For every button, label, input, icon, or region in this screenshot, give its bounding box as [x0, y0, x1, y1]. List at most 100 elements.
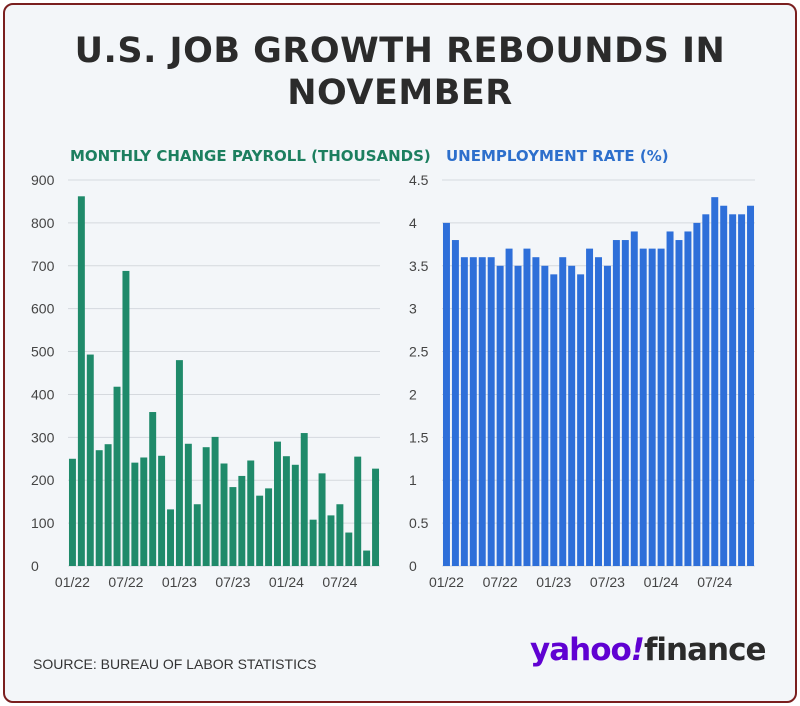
unemployment-bar-10/23: [630, 231, 638, 566]
unemployment-bar-05/22: [478, 257, 486, 566]
unemployment-bar-10/22: [523, 248, 531, 566]
logo-finance: finance: [643, 632, 767, 668]
payroll-bar-11/23: [265, 488, 273, 566]
payroll-bar-02/24: [291, 464, 299, 566]
unemployment-x-tick-label: 01/24: [644, 574, 679, 590]
unemployment-x-tick-label: 07/24: [697, 574, 732, 590]
payroll-y-tick-label: 800: [31, 215, 55, 231]
payroll-bar-05/24: [318, 473, 326, 566]
unemployment-bar-05/23: [586, 248, 594, 566]
payroll-bar-06/22: [113, 386, 121, 566]
payroll-bar-06/24: [327, 515, 335, 566]
payroll-bar-10/24: [363, 550, 371, 566]
payroll-bar-07/22: [122, 270, 130, 566]
payroll-bar-09/23: [247, 460, 255, 566]
payroll-bar-12/23: [274, 441, 281, 566]
payroll-bar-03/24: [300, 433, 308, 566]
payroll-bar-08/23: [238, 475, 246, 566]
unemployment-bar-10/24: [738, 214, 746, 567]
unemployment-y-tick-label: 2.5: [409, 344, 429, 360]
payroll-y-tick-label: 900: [31, 172, 55, 188]
unemployment-bar-07/22: [496, 265, 504, 566]
payroll-bar-06/23: [220, 463, 228, 566]
unemployment-x-tick-label: 01/22: [429, 574, 464, 590]
payroll-bar-10/22: [149, 412, 157, 566]
payroll-bar-04/23: [202, 447, 210, 566]
unemployment-y-tick-label: 1.5: [409, 429, 429, 445]
unemployment-bar-03/24: [675, 240, 683, 567]
unemployment-y-tick-label: 0.5: [409, 515, 429, 531]
card-frame: [3, 3, 797, 703]
unemployment-bar-06/23: [595, 257, 602, 566]
payroll-y-tick-label: 500: [31, 344, 55, 360]
payroll-y-tick-label: 600: [31, 301, 55, 317]
unemployment-chart-title: UNEMPLOYMENT RATE (%): [446, 147, 669, 165]
unemployment-bar-08/24: [720, 205, 728, 566]
payroll-bar-05/22: [104, 444, 112, 566]
unemployment-bar-08/22: [505, 248, 513, 566]
unemployment-bar-05/24: [693, 222, 701, 566]
unemployment-bar-03/22: [460, 257, 468, 566]
payroll-bar-02/23: [184, 443, 192, 566]
payroll-x-tick-label: 01/22: [55, 574, 90, 590]
unemployment-bar-12/23: [648, 248, 656, 566]
unemployment-y-tick-label: 3: [409, 301, 417, 317]
payroll-bar-01/22: [68, 458, 76, 566]
unemployment-bar-02/22: [451, 240, 459, 567]
payroll-y-tick-label: 700: [31, 258, 55, 274]
payroll-bar-04/24: [309, 519, 317, 566]
unemployment-bar-03/23: [568, 265, 576, 566]
source-note: SOURCE: BUREAU OF LABOR STATISTICS: [33, 656, 317, 672]
payroll-bar-02/22: [77, 196, 85, 566]
payroll-bar-01/23: [175, 360, 183, 566]
payroll-y-tick-label: 200: [31, 472, 55, 488]
unemployment-y-tick-label: 1: [409, 472, 417, 488]
payroll-bar-09/24: [354, 456, 362, 566]
payroll-bar-09/22: [140, 457, 148, 566]
payroll-y-tick-label: 100: [31, 515, 55, 531]
unemployment-bar-02/24: [666, 231, 674, 566]
unemployment-bar-12/22: [541, 265, 549, 566]
payroll-x-tick-label: 07/24: [322, 574, 357, 590]
payroll-x-tick-label: 01/24: [269, 574, 304, 590]
unemployment-bar-07/24: [711, 197, 719, 566]
unemployment-bar-04/23: [577, 274, 585, 566]
unemployment-x-tick-label: 07/22: [483, 574, 518, 590]
unemployment-bar-01/22: [442, 222, 450, 566]
payroll-bar-04/22: [95, 450, 103, 566]
unemployment-x-tick-label: 01/23: [536, 574, 571, 590]
unemployment-bar-11/22: [532, 257, 540, 566]
payroll-y-tick-label: 300: [31, 429, 55, 445]
unemployment-bar-01/24: [657, 248, 665, 566]
unemployment-y-tick-label: 2: [409, 386, 417, 402]
payroll-bar-07/24: [336, 504, 344, 566]
unemployment-y-tick-label: 3.5: [409, 258, 429, 274]
unemployment-bar-06/22: [487, 257, 495, 566]
logo-yahoo: yahoo: [530, 632, 632, 668]
unemployment-bar-08/23: [612, 240, 620, 567]
payroll-bar-08/24: [345, 532, 353, 566]
headline: U.S. JOB GROWTH REBOUNDS IN NOVEMBER: [74, 31, 726, 113]
unemployment-bar-06/24: [702, 214, 710, 567]
unemployment-y-tick-label: 4.5: [409, 172, 429, 188]
payroll-bar-11/22: [158, 455, 166, 566]
unemployment-y-tick-label: 0: [409, 558, 417, 574]
payroll-bar-01/24: [282, 456, 290, 566]
unemployment-bar-04/24: [684, 231, 692, 566]
payroll-y-tick-label: 400: [31, 386, 55, 402]
logo-bang: !: [630, 632, 645, 668]
unemployment-y-tick-label: 4: [409, 215, 417, 231]
payroll-bar-11/24: [372, 468, 380, 566]
unemployment-bar-04/22: [469, 257, 477, 566]
unemployment-bar-02/23: [559, 257, 567, 566]
payroll-bar-10/23: [256, 495, 264, 566]
payroll-bar-03/23: [193, 504, 201, 566]
payroll-bar-07/23: [229, 487, 237, 566]
payroll-x-tick-label: 07/22: [108, 574, 143, 590]
unemployment-bar-11/24: [747, 205, 755, 566]
payroll-x-tick-label: 01/23: [162, 574, 197, 590]
payroll-bar-08/22: [131, 462, 139, 566]
unemployment-bar-09/24: [729, 214, 737, 567]
